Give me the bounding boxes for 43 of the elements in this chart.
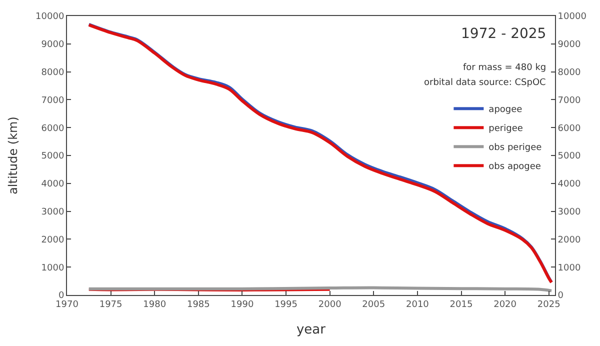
x-tick-label: 1975 [99,300,122,310]
y-tick-label: 5000 [41,152,64,162]
y2-tick-label: 4000 [558,180,581,190]
x-tick-label: 2015 [450,300,473,310]
y-tick-label: 7000 [41,96,64,106]
y-tick-label: 8000 [41,68,64,78]
y2-tick-label: 10000 [558,12,587,22]
y-tick-label: 4000 [41,180,64,190]
y2-tick-label: 2000 [558,235,581,246]
legend-label: apogee [488,105,523,116]
y-axis-title: altitude (km) [6,116,20,194]
x-tick-label: 1970 [56,300,79,310]
y-tick-label: 2000 [41,235,64,246]
y2-tick-label: 5000 [558,152,581,162]
x-tick-label: 1980 [143,300,166,310]
y2-tick-label: 3000 [558,207,581,218]
y-tick-label: 10000 [36,12,64,22]
x-tick-label: 2010 [406,300,430,310]
y2-tick-label: 1000 [558,263,581,274]
annotation: for mass = 480 kg [463,63,546,73]
x-tick-label: 1995 [274,300,298,310]
legend-label: perigee [488,124,524,134]
y2-tick-label: 9000 [558,40,581,50]
y2-tick-label: 7000 [558,96,581,106]
y-tick-label: 0 [58,291,64,302]
x-tick-label: 1990 [230,300,254,310]
x-tick-label: 1985 [186,300,210,310]
y-tick-label: 9000 [41,40,64,50]
y2-tick-label: 0 [558,291,564,302]
x-tick-label: 2025 [537,300,560,310]
annotation: orbital data source: CSpOC [424,78,546,88]
x-axis-title: year [296,322,326,338]
legend-label: obs perigee [488,143,542,154]
x-tick-label: 2020 [494,300,517,310]
y2-tick-label: 8000 [558,68,581,78]
text: 1972 - 2025 [461,26,546,42]
y-tick-label: 3000 [41,207,64,218]
x-tick-label: 2000 [318,300,342,310]
x-tick-label: 2005 [362,300,386,310]
y2-tick-label: 6000 [558,124,581,134]
y-tick-label: 6000 [41,124,64,134]
legend-label: obs apogee [488,162,542,172]
y-tick-label: 1000 [41,263,64,274]
